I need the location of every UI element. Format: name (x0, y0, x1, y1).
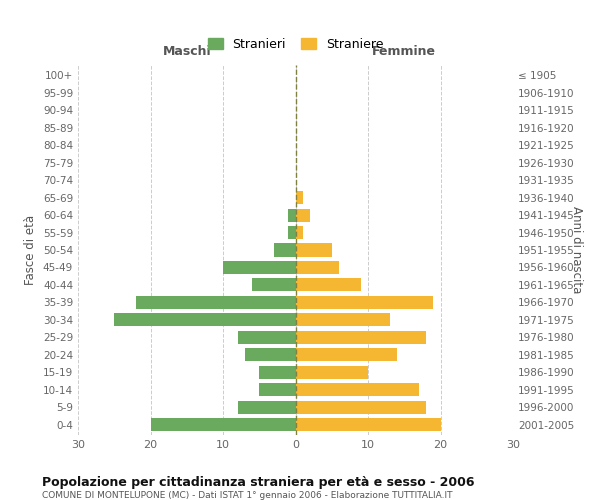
Text: COMUNE DI MONTELUPONE (MC) - Dati ISTAT 1° gennaio 2006 - Elaborazione TUTTITALI: COMUNE DI MONTELUPONE (MC) - Dati ISTAT … (42, 491, 452, 500)
Bar (296, 296, 433, 309)
Bar (296, 208, 310, 222)
Bar (296, 348, 397, 362)
Bar (296, 330, 426, 344)
Bar (252, 278, 296, 291)
Bar (288, 208, 296, 222)
Bar (238, 400, 296, 413)
Bar (296, 383, 419, 396)
Bar (223, 261, 296, 274)
Bar (296, 278, 361, 291)
Bar (296, 261, 339, 274)
Bar (296, 366, 368, 378)
Bar (296, 226, 303, 239)
Bar (296, 244, 332, 256)
Text: Popolazione per cittadinanza straniera per età e sesso - 2006: Popolazione per cittadinanza straniera p… (42, 476, 475, 489)
Bar (296, 418, 440, 431)
Bar (136, 296, 296, 309)
Text: Femmine: Femmine (372, 44, 436, 58)
Bar (296, 191, 303, 204)
Bar (114, 314, 296, 326)
Bar (296, 400, 426, 413)
Bar (259, 366, 296, 378)
Bar (296, 314, 390, 326)
Legend: Stranieri, Straniere: Stranieri, Straniere (204, 34, 387, 54)
Bar (288, 226, 296, 239)
Bar (238, 330, 296, 344)
Bar (245, 348, 296, 362)
Y-axis label: Anni di nascita: Anni di nascita (570, 206, 583, 294)
Y-axis label: Fasce di età: Fasce di età (25, 215, 37, 285)
Bar (259, 383, 296, 396)
Bar (274, 244, 296, 256)
Bar (151, 418, 296, 431)
Text: Maschi: Maschi (163, 44, 211, 58)
